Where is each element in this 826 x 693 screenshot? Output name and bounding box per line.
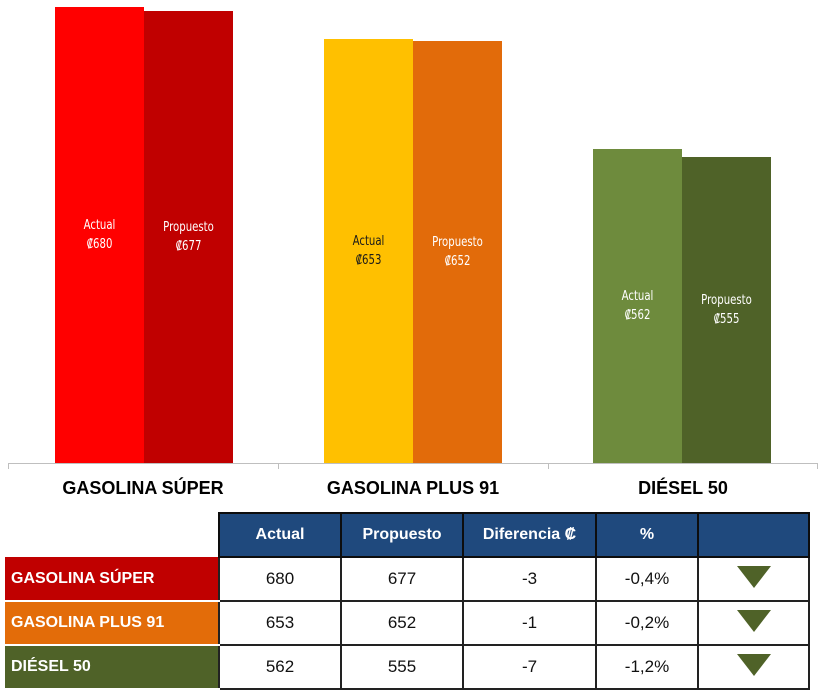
bar-value: ₡680 (86, 237, 113, 252)
cell-trend (697, 600, 810, 646)
cell-propuesto: 677 (340, 556, 464, 602)
bar-series-name: Propuesto (701, 293, 752, 308)
x-axis-line (8, 463, 818, 464)
bar-propuesto: Propuesto ₡652 (413, 40, 502, 463)
cell-trend (697, 644, 810, 690)
bar-value: ₡677 (175, 238, 202, 254)
header-actual: Actual (218, 512, 342, 558)
cell-diferencia: -1 (462, 600, 597, 646)
bar-series-name: Actual (621, 288, 654, 304)
bar-propuesto: Propuesto ₡555 (682, 157, 771, 463)
bar-propuesto: Propuesto ₡677 (144, 10, 233, 463)
bar-value: ₡653 (355, 253, 382, 269)
blank-header (5, 513, 219, 557)
table-row: GASOLINA SÚPER 680 677 -3 -0,4% (5, 556, 810, 602)
axis-tick (278, 463, 279, 469)
axis-tick (8, 463, 9, 469)
cell-diferencia: -7 (462, 644, 597, 690)
header-diferencia: Diferencia ₡ (462, 512, 597, 558)
bar-actual: Actual ₡680 (55, 7, 144, 463)
cell-percent: -0,2% (595, 600, 699, 646)
down-triangle-icon (736, 609, 771, 632)
bar-value: ₡562 (624, 307, 651, 323)
bar-value: ₡555 (713, 312, 740, 327)
bar-data-label: Propuesto ₡555 (692, 291, 761, 329)
bar-chart: GASOLINA SÚPER GASOLINA PLUS 91 DIÉSEL 5… (8, 7, 818, 498)
bar-actual: Actual ₡653 (324, 39, 413, 463)
category-label: GASOLINA SÚPER (62, 478, 224, 498)
axis-tick (817, 463, 818, 469)
bar-data-label: Actual ₡562 (603, 287, 672, 325)
cell-trend (697, 556, 810, 602)
row-name: GASOLINA SÚPER (5, 557, 219, 602)
category-label: DIÉSEL 50 (638, 478, 728, 498)
cell-actual: 680 (218, 556, 342, 602)
category-label: GASOLINA PLUS 91 (326, 478, 500, 498)
cell-propuesto: 555 (340, 644, 464, 690)
header-trend (697, 512, 810, 558)
table-row: DIÉSEL 50 562 555 -7 -1,2% (5, 644, 810, 690)
price-table: Actual Propuesto Diferencia ₡ % GASOLINA… (5, 512, 810, 690)
down-triangle-icon (736, 565, 771, 588)
bar-actual: Actual ₡562 (593, 148, 682, 463)
bar-series-name: Actual (352, 234, 385, 250)
cell-diferencia: -3 (462, 556, 597, 602)
bar-series-name: Propuesto (432, 234, 483, 250)
cell-actual: 562 (218, 644, 342, 690)
axis-tick (548, 463, 549, 469)
table-row: GASOLINA PLUS 91 653 652 -1 -0,2% (5, 600, 810, 646)
table-header-row: Actual Propuesto Diferencia ₡ % (5, 512, 810, 558)
bar-value: ₡652 (444, 253, 471, 269)
bar-data-label: Propuesto ₡652 (423, 233, 492, 271)
header-propuesto: Propuesto (340, 512, 464, 558)
bar-data-label: Propuesto ₡677 (154, 218, 223, 256)
bar-data-label: Actual ₡653 (334, 232, 403, 270)
cell-percent: -0,4% (595, 556, 699, 602)
row-name: DIÉSEL 50 (5, 645, 219, 690)
cell-propuesto: 652 (340, 600, 464, 646)
bar-series-name: Actual (83, 218, 116, 233)
row-name: GASOLINA PLUS 91 (5, 601, 219, 646)
header-percent: % (595, 512, 699, 558)
down-triangle-icon (736, 653, 771, 676)
bar-series-name: Propuesto (163, 219, 214, 235)
cell-percent: -1,2% (595, 644, 699, 690)
cell-actual: 653 (218, 600, 342, 646)
bar-data-label: Actual ₡680 (65, 216, 134, 254)
